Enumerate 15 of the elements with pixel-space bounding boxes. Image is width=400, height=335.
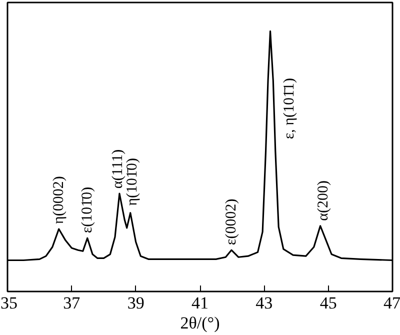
x-tick-label: 37 <box>63 294 81 312</box>
annotation: η(0002) <box>50 176 67 224</box>
x-tick-label: 41 <box>192 294 208 312</box>
annotation: ε(101̄0) <box>79 186 96 234</box>
x-axis-title: 2θ/(°) <box>180 314 220 332</box>
annotation: ε(0002) <box>223 198 240 246</box>
annotation: α(111) <box>110 149 126 189</box>
x-tick-label: 43 <box>256 294 273 312</box>
x-tick-label: 45 <box>320 294 337 312</box>
x-tick-label: 35 <box>0 294 18 312</box>
x-tick-label: 47 <box>384 294 400 312</box>
annotation: ε, η(101̄1) <box>281 78 298 140</box>
annotation: α(200) <box>316 180 332 221</box>
x-tick-label: 39 <box>127 294 144 312</box>
annotation: η(101̄0) <box>124 158 141 206</box>
